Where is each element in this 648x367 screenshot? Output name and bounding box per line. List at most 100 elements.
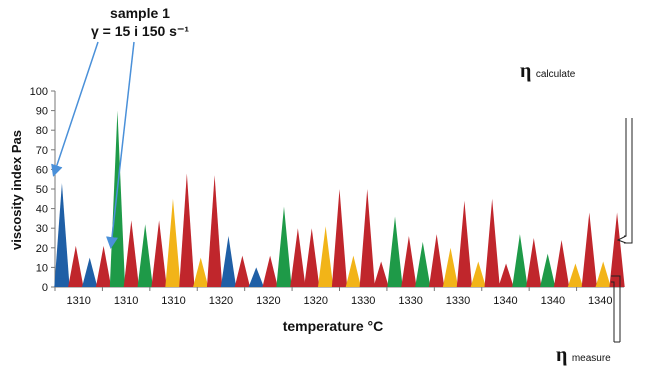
bar-spike (442, 247, 459, 287)
bar-spike (526, 238, 542, 287)
eta-calculate-subscript: calculate (535, 69, 576, 80)
measured-marker (321, 278, 330, 281)
bar-spike (248, 267, 264, 287)
measured-marker (349, 278, 358, 281)
x-tick-label: 1310 (161, 295, 185, 307)
measured-marker (85, 278, 94, 281)
sample-annotation: sample 1 γ = 15 i 150 s⁻¹ (70, 4, 210, 40)
bar-spike (276, 206, 292, 287)
x-tick-label: 1320 (304, 295, 328, 307)
bar-spike (151, 220, 167, 287)
x-tick-label: 1330 (398, 295, 422, 307)
measured-marker (543, 278, 552, 281)
bar-spike (498, 263, 514, 287)
eta-measure-subscript: measure (571, 353, 611, 364)
bar-spike (54, 183, 70, 287)
eta-measure-symbol: η (556, 344, 568, 366)
bar-spike (82, 257, 98, 287)
bar-spike (359, 189, 375, 287)
measured-marker (279, 278, 288, 281)
measured-marker (182, 278, 191, 281)
x-tick-label: 1340 (493, 295, 517, 307)
measured-marker (99, 278, 108, 281)
bar-spike (262, 255, 278, 287)
x-tick-label: 1340 (541, 295, 565, 307)
measured-marker (293, 278, 302, 281)
measured-marker (224, 278, 233, 281)
bar-spike (512, 234, 528, 287)
eta-measure-label: η measure (556, 344, 611, 367)
bar-spike (234, 255, 250, 287)
y-tick-label: 60 (36, 164, 48, 176)
measured-marker (377, 278, 386, 281)
sample-arrow-right (106, 41, 135, 249)
measured-marker (460, 278, 469, 281)
measured-marker (502, 278, 511, 281)
measured-marker (196, 278, 205, 281)
measured-marker (155, 278, 164, 281)
bar-spike (179, 173, 195, 287)
bar-spike (456, 200, 473, 287)
eta-calculate-symbol: η (520, 60, 532, 82)
x-tick-label: 1310 (66, 295, 90, 307)
measured-marker (307, 278, 316, 281)
bar-spike (290, 228, 306, 287)
eta-calculate-arrow (624, 118, 627, 237)
measured-marker (266, 278, 275, 281)
y-tick-label: 40 (36, 204, 48, 216)
bar-spike (123, 220, 139, 287)
measured-marker (57, 278, 66, 281)
measured-marker (515, 278, 524, 281)
x-tick-label: 1310 (114, 295, 138, 307)
bar-spike (553, 239, 570, 287)
bar-spike (429, 234, 445, 287)
measured-marker (613, 278, 622, 281)
bar-spike (609, 212, 625, 287)
x-tick-label: 1340 (588, 295, 612, 307)
y-tick-label: 0 (42, 282, 48, 294)
y-tick-label: 90 (36, 106, 48, 118)
y-axis-label: viscosity index Pas (9, 130, 24, 250)
x-tick-label: 1330 (446, 295, 470, 307)
measured-marker (474, 278, 483, 281)
measured-marker (363, 278, 372, 281)
bar-spike (387, 216, 403, 287)
measured-marker (113, 278, 122, 281)
sample-arrow-left (51, 41, 99, 177)
measured-marker (238, 278, 247, 281)
measured-marker (168, 278, 177, 281)
bar-spike (331, 189, 348, 287)
y-tick-label: 100 (30, 86, 48, 98)
measured-marker (210, 278, 219, 281)
bar-spike (484, 198, 500, 287)
measured-marker (391, 278, 400, 281)
shear-rate-label: γ = 15 i 150 s⁻¹ (90, 23, 190, 39)
measured-marker (488, 278, 497, 281)
bar-spike (415, 241, 431, 287)
x-tick-label: 1330 (351, 295, 375, 307)
eta-measure-arrow (611, 275, 621, 342)
measured-marker (127, 278, 136, 281)
measured-marker (335, 278, 344, 281)
sample-label: sample 1 (110, 5, 170, 21)
bar-spike (68, 245, 84, 287)
bar-spike (304, 228, 320, 287)
eta-calculate-label: η calculate (520, 60, 575, 83)
y-tick-label: 70 (36, 145, 48, 157)
y-tick-label: 50 (36, 184, 48, 196)
measured-marker (418, 278, 427, 281)
bar-spike (470, 261, 486, 287)
x-tick-label: 1320 (256, 295, 280, 307)
bar-spike (95, 245, 112, 287)
x-axis-label: temperature °C (283, 318, 384, 334)
bar-spike (206, 175, 223, 287)
measured-marker (141, 278, 150, 281)
bar-spike (220, 236, 237, 287)
bar-spike (401, 236, 417, 287)
bar-spike (581, 212, 597, 287)
measured-marker (529, 278, 538, 281)
y-tick-label: 20 (36, 243, 48, 255)
measured-marker (446, 278, 455, 281)
bar-spike (317, 226, 334, 287)
bar-spike (345, 255, 362, 287)
